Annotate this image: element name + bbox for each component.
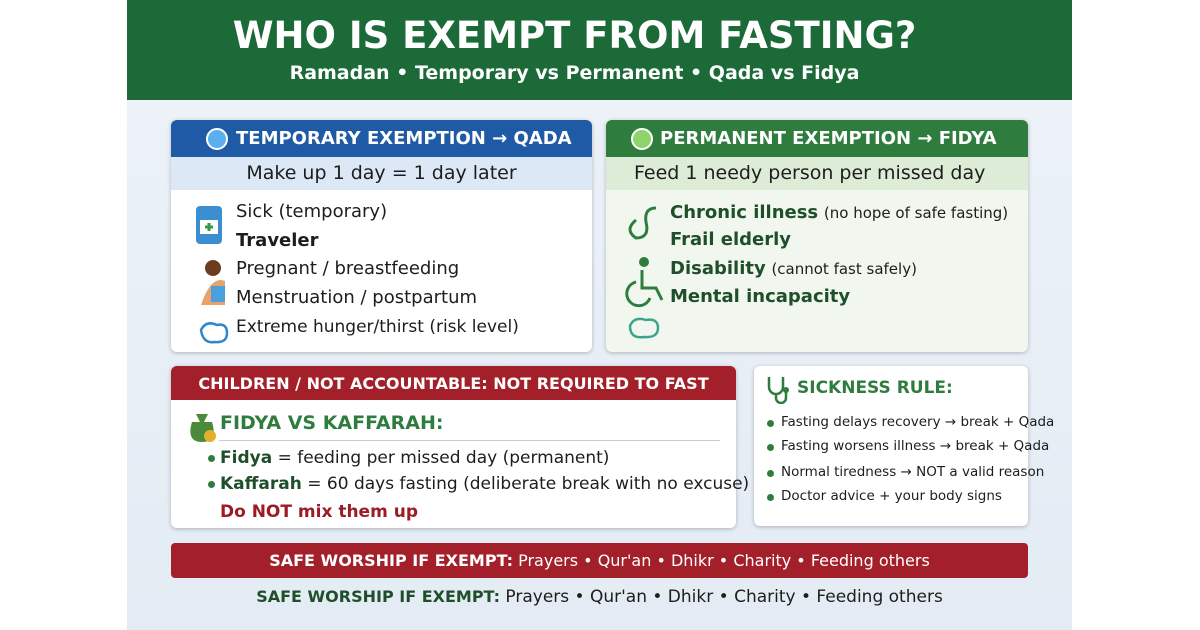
item: Sick (temporary) (236, 201, 388, 222)
bullet (208, 481, 215, 488)
banner-text: Prayers • Qur'an • Dhikr • Charity • Fee… (518, 551, 930, 570)
item: Fasting worsens illness → break + Qada (781, 438, 1050, 454)
label: Chronic illness (670, 202, 819, 223)
card-title: CHILDREN / NOT ACCOUNTABLE: NOT REQUIRED… (198, 374, 709, 393)
banner-lead: SAFE WORSHIP IF EXEMPT: (269, 551, 514, 570)
note: (cannot fast safely) (771, 260, 917, 278)
term: Kaffarah (220, 474, 302, 494)
item: Extreme hunger/thirst (risk level) (236, 317, 519, 337)
footer: SAFE WORSHIP IF EXEMPT: Prayers • Qur'an… (127, 587, 1072, 607)
temporary-card (171, 120, 592, 352)
card-header (171, 366, 736, 400)
bullet (767, 420, 774, 427)
item: Doctor advice + your body signs (781, 488, 1002, 504)
label: Mental incapacity (670, 286, 851, 307)
footer-lead: SAFE WORSHIP IF EXEMPT: (256, 587, 500, 606)
permanent-card (606, 120, 1028, 352)
bullet (767, 494, 774, 501)
icons (196, 128, 229, 344)
bullet (208, 455, 215, 462)
card-header (606, 120, 1028, 157)
label: Disability (670, 258, 766, 279)
note: (no hope of safe fasting) (823, 204, 1009, 222)
rule: Make up 1 day = 1 day later (246, 162, 517, 184)
banner: SAFE WORSHIP IF EXEMPT: Prayers • Qur'an… (171, 543, 1028, 578)
warning: Do NOT mix them up (220, 502, 418, 522)
children-card (171, 366, 736, 528)
footer-text: Prayers • Qur'an • Dhikr • Charity • Fee… (505, 587, 943, 607)
item: Fasting delays recovery → break + Qada (781, 414, 1055, 430)
icons (625, 128, 664, 339)
term: Fidya (220, 448, 273, 468)
definition: = 60 days fasting (deliberate break with… (307, 474, 750, 494)
card-title: SICKNESS RULE: (797, 378, 953, 398)
subtitle: Ramadan • Temporary vs Permanent • Qada … (289, 62, 860, 84)
divider (219, 440, 720, 441)
heading: FIDYA VS KAFFARAH: (220, 412, 444, 434)
item: Menstruation / postpartum (236, 287, 478, 308)
item: Normal tiredness → NOT a valid reason (781, 464, 1045, 480)
bullet (767, 444, 774, 451)
rule-row (171, 157, 592, 190)
rule: Feed 1 needy person per missed day (634, 162, 986, 184)
rule-row (606, 157, 1028, 190)
title: WHO IS EXEMPT FROM FASTING? (232, 14, 917, 57)
item: Traveler (236, 230, 319, 251)
header (127, 0, 1072, 100)
bullet (767, 470, 774, 477)
definition: = feeding per missed day (permanent) (277, 448, 610, 468)
label: Frail elderly (670, 229, 792, 250)
money-icon (190, 414, 216, 442)
card-header (171, 120, 592, 157)
sickness-card (754, 366, 1028, 526)
item: Pregnant / breastfeeding (236, 258, 460, 279)
card-title: PERMANENT EXEMPTION → FIDYA (660, 128, 997, 149)
card-title: TEMPORARY EXEMPTION → QADA (236, 128, 572, 149)
stethoscope-icon (767, 377, 789, 404)
